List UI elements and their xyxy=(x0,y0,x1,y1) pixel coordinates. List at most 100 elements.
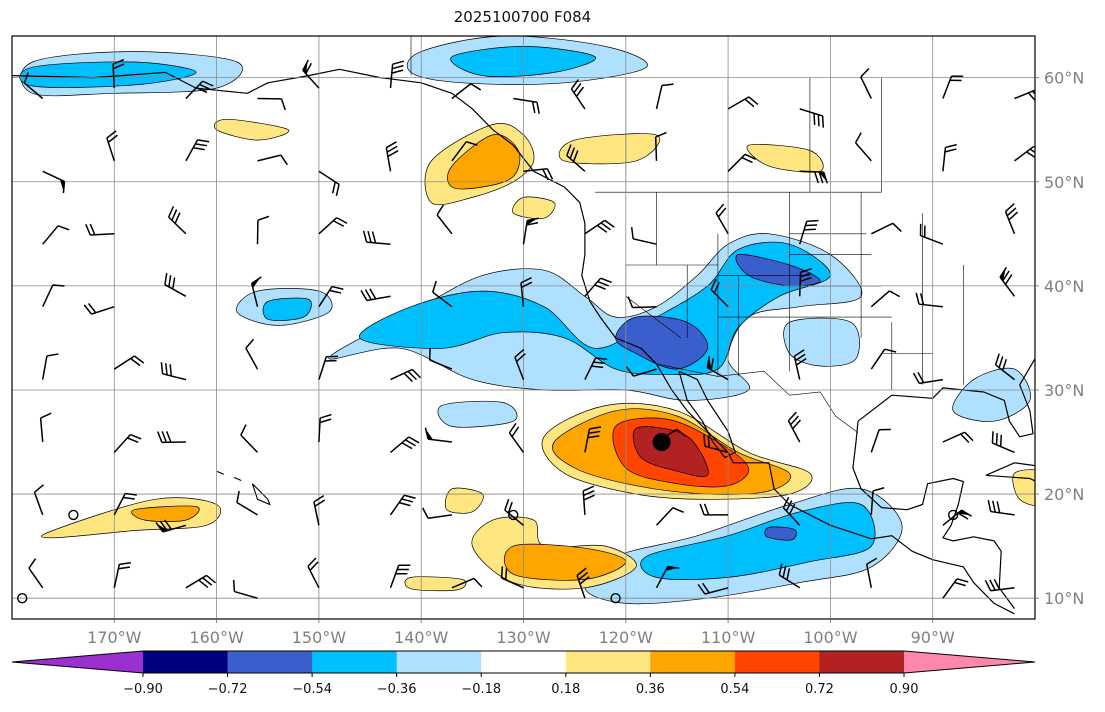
wind-barb xyxy=(566,144,586,172)
wind-barb xyxy=(999,266,1016,297)
contour-region-17 xyxy=(447,134,521,190)
wind-barb xyxy=(85,223,115,236)
wind-barb xyxy=(164,272,187,297)
wind-barb xyxy=(576,567,590,599)
wind-barb xyxy=(185,574,217,589)
wind-barb xyxy=(870,348,897,370)
wind-barb xyxy=(185,139,210,162)
wind-barb xyxy=(627,296,657,309)
y-tick-label: 40°N xyxy=(1044,277,1084,296)
wind-barb xyxy=(245,338,259,370)
colorbar-label: 0.36 xyxy=(636,682,665,697)
wind-barb xyxy=(860,67,872,99)
wind-barb xyxy=(113,355,145,370)
colorbar-label: −0.90 xyxy=(123,682,163,697)
border-15 xyxy=(656,363,859,433)
wind-barb xyxy=(710,278,729,308)
wind-barb xyxy=(41,353,59,380)
colorbar-label: 0.54 xyxy=(720,682,749,697)
colorbar-segment xyxy=(143,651,229,673)
hawaii-island-1 xyxy=(233,476,242,482)
coastline-2 xyxy=(852,421,1015,609)
wind-barb xyxy=(870,428,891,453)
colorbar-segment xyxy=(734,651,820,673)
wind-barb xyxy=(508,422,525,453)
y-tick-label: 50°N xyxy=(1044,173,1084,192)
contour-region-27 xyxy=(131,505,200,522)
contour-region-3 xyxy=(735,254,821,287)
wind-barb xyxy=(160,362,187,381)
y-tick-label: 60°N xyxy=(1044,69,1084,88)
wind-barb xyxy=(318,170,340,196)
wind-barb xyxy=(942,75,964,99)
colorbar-segment xyxy=(481,651,567,673)
x-tick-label: 90°W xyxy=(911,628,955,647)
wind-barb xyxy=(313,494,326,526)
contour-region-18 xyxy=(214,118,290,141)
wind-barb xyxy=(42,284,65,308)
wind-barb xyxy=(155,519,187,533)
coastline-0 xyxy=(12,68,1015,615)
wind-barb xyxy=(307,557,320,589)
colorbar-segment xyxy=(227,651,313,673)
wind-barb xyxy=(318,413,332,443)
wind-barb xyxy=(584,357,608,380)
wind-barb xyxy=(390,436,420,453)
x-tick-label: 120°W xyxy=(599,628,654,647)
wind-barb xyxy=(912,372,944,385)
y-axis-ticks: 60°N 50°N 40°N 30°N 20°N 10°N xyxy=(1035,69,1084,608)
wind-barb xyxy=(854,132,872,162)
wind-barb xyxy=(942,143,957,172)
wind-barb xyxy=(389,494,416,516)
wind-barb xyxy=(523,168,554,181)
wind-barb xyxy=(185,80,214,100)
wind-barb xyxy=(432,280,453,308)
x-tick-label: 150°W xyxy=(292,628,347,647)
wind-barb xyxy=(655,565,680,589)
wind-barb xyxy=(236,490,258,516)
circle-marker xyxy=(17,592,28,604)
wind-barb xyxy=(318,355,339,380)
wind-barb xyxy=(28,558,44,589)
colorbar-label: −0.18 xyxy=(461,682,501,697)
wind-barb xyxy=(451,83,482,100)
wind-barb xyxy=(870,487,885,515)
wind-barb xyxy=(42,170,66,194)
wind-barb xyxy=(33,484,44,516)
contour-region-9 xyxy=(262,297,312,321)
wind-barb xyxy=(257,154,288,166)
wind-barb xyxy=(106,130,118,162)
wind-barb xyxy=(389,564,411,589)
wind-barb xyxy=(500,566,524,589)
wind-barb xyxy=(706,355,729,381)
contour-region-19 xyxy=(558,133,661,165)
wind-barb xyxy=(83,303,115,315)
contour-region-1 xyxy=(359,241,831,376)
colorbar-label: 0.72 xyxy=(805,682,834,697)
colorbar-label: −0.72 xyxy=(208,682,248,697)
wind-barb xyxy=(655,83,674,110)
wind-barb xyxy=(385,141,399,172)
contour-region-21 xyxy=(512,196,556,219)
contour-region-5 xyxy=(19,61,197,88)
contour-region-25 xyxy=(632,426,709,478)
wind-barb xyxy=(167,206,187,235)
coastline-4 xyxy=(985,462,1035,482)
colorbar-label: −0.36 xyxy=(377,682,417,697)
wind-barb xyxy=(451,141,478,162)
circle-marker xyxy=(610,592,621,604)
wind-barb xyxy=(451,577,483,589)
wind-barb xyxy=(782,496,801,526)
wind-barb xyxy=(919,223,944,245)
wind-barb xyxy=(942,509,972,526)
wind-barb xyxy=(256,215,270,245)
wind-barb xyxy=(436,204,453,235)
colorbar-extend-low xyxy=(12,651,143,673)
wind-barb xyxy=(703,434,729,454)
wind-barb xyxy=(870,290,901,308)
wind-barb xyxy=(584,219,615,235)
wind-barb xyxy=(778,563,801,589)
contour-region-30 xyxy=(404,576,467,592)
x-tick-label: 140°W xyxy=(394,628,449,647)
